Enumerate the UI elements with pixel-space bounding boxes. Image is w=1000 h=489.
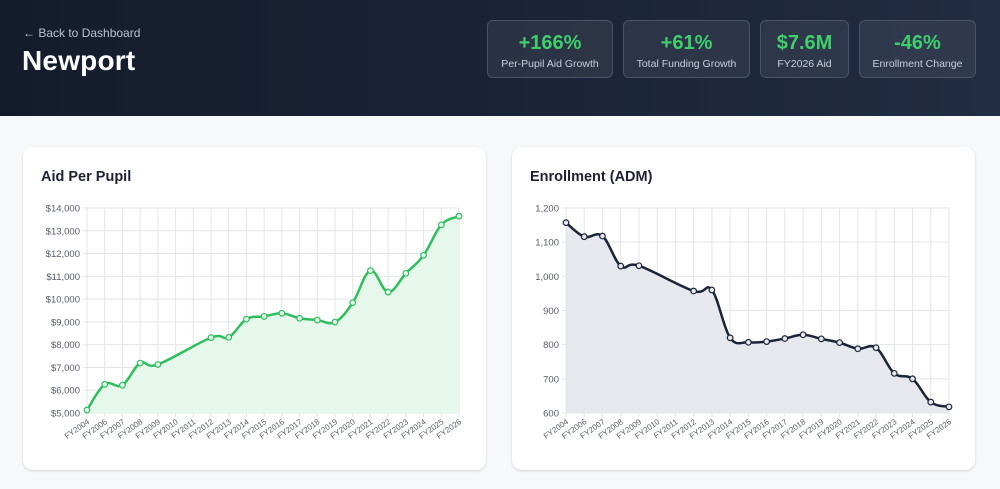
- y-tick-label: 1,200: [535, 204, 559, 215]
- page-header: ← Back to Dashboard Newport +166% Per-Pu…: [0, 0, 1000, 116]
- y-tick-label: $14,000: [46, 204, 80, 215]
- stat-value: +166%: [518, 32, 582, 54]
- data-point[interactable]: [119, 381, 126, 389]
- data-point[interactable]: [420, 251, 427, 259]
- page-title: Newport: [22, 45, 136, 76]
- y-tick-label: $10,000: [46, 295, 80, 306]
- data-point[interactable]: [708, 286, 716, 294]
- data-point[interactable]: [331, 318, 339, 326]
- data-point[interactable]: [872, 344, 880, 352]
- data-point[interactable]: [83, 406, 91, 414]
- data-point[interactable]: [437, 221, 445, 229]
- data-point[interactable]: [455, 212, 463, 220]
- y-tick-label: $8,000: [51, 340, 80, 351]
- y-tick-label: 1,000: [535, 272, 559, 283]
- data-point[interactable]: [836, 339, 843, 347]
- y-tick-label: $6,000: [51, 386, 80, 397]
- data-point[interactable]: [278, 309, 286, 317]
- aid-per-pupil-card: Aid Per Pupil $5,000 $6,000 $7,000 $8,000 $9…: [23, 147, 486, 470]
- y-tick-label: $7,000: [51, 363, 80, 374]
- data-point[interactable]: [296, 314, 303, 322]
- enrollment-card: Enrollment (ADM) 600 700 800 900 1,000 1,100 1…: [512, 147, 975, 470]
- data-point[interactable]: [726, 334, 734, 342]
- y-tick-label: $12,000: [46, 249, 80, 260]
- data-point[interactable]: [763, 338, 771, 345]
- data-point[interactable]: [744, 338, 752, 346]
- stat-card-total-funding-growth: +61% Total Funding Growth: [623, 20, 750, 78]
- data-point[interactable]: [349, 299, 357, 307]
- data-point[interactable]: [781, 335, 789, 342]
- series-area: [566, 222, 949, 413]
- data-point[interactable]: [635, 262, 643, 270]
- data-point[interactable]: [580, 233, 588, 241]
- data-point[interactable]: [599, 232, 606, 240]
- chart-title: Aid Per Pupil: [41, 169, 132, 185]
- data-point[interactable]: [260, 313, 268, 320]
- data-point[interactable]: [154, 361, 162, 368]
- data-point[interactable]: [101, 380, 109, 388]
- y-tick-label: 900: [543, 306, 559, 317]
- data-point[interactable]: [909, 375, 916, 383]
- stat-card-fy2026-aid: $7.6M FY2026 Aid: [760, 20, 849, 78]
- data-point[interactable]: [384, 288, 392, 296]
- stat-card-enrollment-change: -46% Enrollment Change: [859, 20, 976, 78]
- data-point[interactable]: [562, 219, 570, 227]
- back-to-dashboard-link[interactable]: ← Back to Dashboard: [23, 26, 141, 40]
- data-point[interactable]: [243, 315, 250, 323]
- chart-title: Enrollment (ADM): [530, 169, 653, 185]
- aid-per-pupil-chart: $5,000 $6,000 $7,000 $8,000 $9,000 $10,000 $11…: [46, 204, 464, 441]
- y-tick-label: $11,000: [46, 272, 80, 283]
- y-tick-label: 1,100: [535, 238, 559, 249]
- data-point[interactable]: [225, 333, 233, 341]
- stat-label: Per-Pupil Aid Growth: [501, 58, 599, 70]
- y-tick-label: $9,000: [51, 317, 80, 328]
- data-point[interactable]: [617, 262, 625, 270]
- data-point[interactable]: [207, 334, 215, 342]
- data-point[interactable]: [367, 267, 374, 275]
- stat-value: +61%: [660, 32, 713, 54]
- data-point[interactable]: [854, 345, 862, 353]
- y-tick-label: 700: [543, 374, 559, 385]
- data-point[interactable]: [313, 316, 321, 324]
- stat-label: Enrollment Change: [872, 58, 963, 70]
- stat-value: $7.6M: [776, 32, 833, 54]
- stat-label: FY2026 Aid: [777, 58, 832, 70]
- stat-label: Total Funding Growth: [636, 58, 737, 70]
- y-tick-label: $5,000: [51, 409, 80, 420]
- data-point[interactable]: [817, 335, 825, 343]
- stat-card-per-pupil-aid-growth: +166% Per-Pupil Aid Growth: [487, 20, 613, 78]
- data-point[interactable]: [799, 331, 807, 339]
- data-point[interactable]: [690, 287, 698, 295]
- y-tick-label: $13,000: [46, 226, 80, 237]
- y-tick-label: 600: [543, 409, 559, 420]
- data-point[interactable]: [890, 369, 898, 377]
- stat-value: -46%: [894, 32, 941, 54]
- data-point[interactable]: [927, 398, 935, 406]
- data-point[interactable]: [136, 359, 144, 367]
- y-tick-label: 800: [543, 340, 559, 351]
- data-point[interactable]: [945, 403, 953, 411]
- enrollment-chart: 6007008009001,0001,1001,200FY2004FY2006F…: [535, 204, 953, 441]
- data-point[interactable]: [402, 269, 410, 277]
